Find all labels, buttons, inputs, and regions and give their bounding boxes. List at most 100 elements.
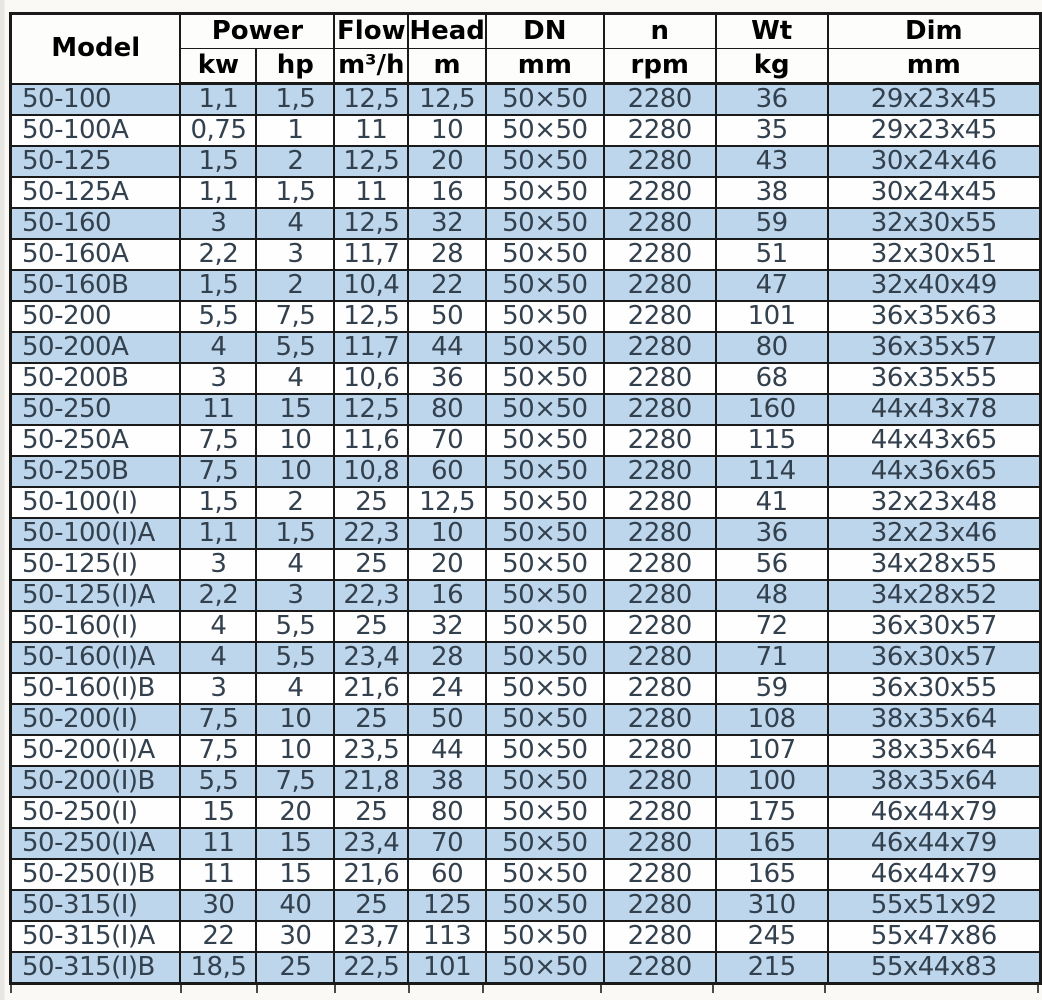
cell-hp: 5,5 xyxy=(255,610,336,643)
table-row: 50-200(I) 7,5 10 25 50 50×50 2280 108 38x35x64 xyxy=(9,703,1042,736)
table-row: 50-200B 3 4 10,6 36 50×50 2280 68 36x35x55 xyxy=(9,362,1042,395)
cell-n: 2280 xyxy=(602,548,717,581)
table-row: 50-250A 7,5 10 11,6 70 50×50 2280 115 44x43x65 xyxy=(9,424,1042,457)
cell-dim: 36x30x55 xyxy=(826,672,1042,705)
table-row: 50-160A 2,2 3 11,7 28 50×50 2280 51 32x30x51 xyxy=(9,238,1042,271)
cell-model: 50-200A xyxy=(9,331,182,364)
cell-model: 50-125(I)A xyxy=(9,579,182,612)
cell-flow: 12,5 xyxy=(333,145,410,178)
cell-model: 50-160A xyxy=(9,238,182,271)
cell-kw: 3 xyxy=(179,207,258,240)
table-row: 50-125A 1,1 1,5 11 16 50×50 2280 38 30x24x45 xyxy=(9,176,1042,209)
cell-flow: 23,4 xyxy=(333,641,410,674)
cell-head: 20 xyxy=(407,548,487,581)
cell-kw: 11 xyxy=(179,827,258,860)
cell-model: 50-315(I) xyxy=(9,889,182,922)
cell-flow: 11 xyxy=(333,114,410,147)
cell-wt: 47 xyxy=(714,269,829,302)
cell-n: 2280 xyxy=(602,951,717,985)
cell-wt: 115 xyxy=(714,424,829,457)
cell-kw: 2,2 xyxy=(179,238,258,271)
cell-n: 2280 xyxy=(602,641,717,674)
cell-dim: 30x24x45 xyxy=(826,176,1042,209)
cell-dn: 50×50 xyxy=(484,424,605,457)
table-row: 50-250(I) 15 20 25 80 50×50 2280 175 46x44x79 xyxy=(9,796,1042,829)
cell-dim: 29x23x45 xyxy=(826,114,1042,147)
cell-head: 50 xyxy=(407,703,487,736)
cell-dn: 50×50 xyxy=(484,548,605,581)
header-dn: DN xyxy=(484,12,605,49)
cell-n: 2280 xyxy=(602,331,717,364)
cell-dim: 34x28x52 xyxy=(826,579,1042,612)
cell-dim: 38x35x64 xyxy=(826,734,1042,767)
table-row: 50-125 1,5 2 12,5 20 50×50 2280 43 30x24x46 xyxy=(9,145,1042,178)
cell-n: 2280 xyxy=(602,238,717,271)
cell-flow: 25 xyxy=(333,610,410,643)
cell-head: 12,5 xyxy=(407,82,487,116)
cell-wt: 36 xyxy=(714,517,829,550)
cell-kw: 1,1 xyxy=(179,176,258,209)
cell-model: 50-200B xyxy=(9,362,182,395)
cell-flow: 22,3 xyxy=(333,517,410,550)
unit-kw: kw xyxy=(179,48,258,85)
cell-model: 50-250 xyxy=(9,393,182,426)
cell-flow: 25 xyxy=(333,703,410,736)
header-unit-row: kw hp m³/h m mm rpm kg mm xyxy=(11,48,1042,85)
cell-dim: 36x30x57 xyxy=(826,610,1042,643)
cell-dn: 50×50 xyxy=(484,889,605,922)
header-power-group: Power xyxy=(179,12,336,49)
cell-kw: 5,5 xyxy=(179,300,258,333)
header-wt: Wt xyxy=(714,12,829,49)
cell-hp: 10 xyxy=(255,734,336,767)
cell-kw: 1,5 xyxy=(179,486,258,519)
header-group-row: Model Power Flow Head DN n Wt Dim xyxy=(9,12,1042,84)
cell-dn: 50×50 xyxy=(484,300,605,333)
table-row: 50-250(I)A 11 15 23,4 70 50×50 2280 165 46x44x79 xyxy=(9,827,1042,860)
cell-head: 125 xyxy=(407,889,487,922)
cell-dim: 55x51x92 xyxy=(826,889,1042,922)
cell-model: 50-250(I)B xyxy=(9,858,182,891)
gridline-stub xyxy=(408,985,410,993)
cell-flow: 23,4 xyxy=(333,827,410,860)
cell-hp: 1,5 xyxy=(255,176,336,209)
cell-model: 50-100(I) xyxy=(9,486,182,519)
cell-dim: 38x35x64 xyxy=(826,765,1042,798)
cell-flow: 22,5 xyxy=(333,951,410,985)
table-row: 50-160B 1,5 2 10,4 22 50×50 2280 47 32x40x49 xyxy=(9,269,1042,302)
cell-dim: 36x30x57 xyxy=(826,641,1042,674)
cell-n: 2280 xyxy=(602,207,717,240)
cell-wt: 51 xyxy=(714,238,829,271)
spec-table-body: 50-100 1,1 1,5 12,5 12,5 50×50 2280 36 29x23x45 5… xyxy=(9,82,1042,985)
cell-model: 50-100 xyxy=(9,82,182,116)
cell-model: 50-125 xyxy=(9,145,182,178)
cell-kw: 7,5 xyxy=(179,703,258,736)
cell-kw: 7,5 xyxy=(179,734,258,767)
cell-wt: 310 xyxy=(714,889,829,922)
cell-hp: 25 xyxy=(255,951,336,985)
cell-dn: 50×50 xyxy=(484,269,605,302)
cell-hp: 4 xyxy=(255,672,336,705)
gridline-stub xyxy=(600,985,602,993)
cell-dim: 36x35x55 xyxy=(826,362,1042,395)
cell-model: 50-160(I) xyxy=(9,610,182,643)
cell-kw: 1,1 xyxy=(179,82,258,116)
cell-flow: 25 xyxy=(333,796,410,829)
header-dim: Dim xyxy=(826,12,1042,49)
cell-hp: 2 xyxy=(255,145,336,178)
table-row: 50-100 1,1 1,5 12,5 12,5 50×50 2280 36 29x23x45 xyxy=(9,82,1042,116)
cell-head: 60 xyxy=(407,858,487,891)
table-row: 50-100(I) 1,5 2 25 12,5 50×50 2280 41 32x23x48 xyxy=(9,486,1042,519)
table-row: 50-100A 0,75 1 11 10 50×50 2280 35 29x23x45 xyxy=(9,114,1042,147)
cell-model: 50-160 xyxy=(9,207,182,240)
cell-kw: 1,1 xyxy=(179,517,258,550)
cell-n: 2280 xyxy=(602,734,717,767)
unit-wt: kg xyxy=(714,48,829,85)
cell-dim: 32x23x48 xyxy=(826,486,1042,519)
cell-wt: 100 xyxy=(714,765,829,798)
cell-flow: 11,7 xyxy=(333,331,410,364)
cell-hp: 15 xyxy=(255,393,336,426)
cell-model: 50-200 xyxy=(9,300,182,333)
cell-dn: 50×50 xyxy=(484,765,605,798)
cell-flow: 25 xyxy=(333,486,410,519)
cell-wt: 72 xyxy=(714,610,829,643)
